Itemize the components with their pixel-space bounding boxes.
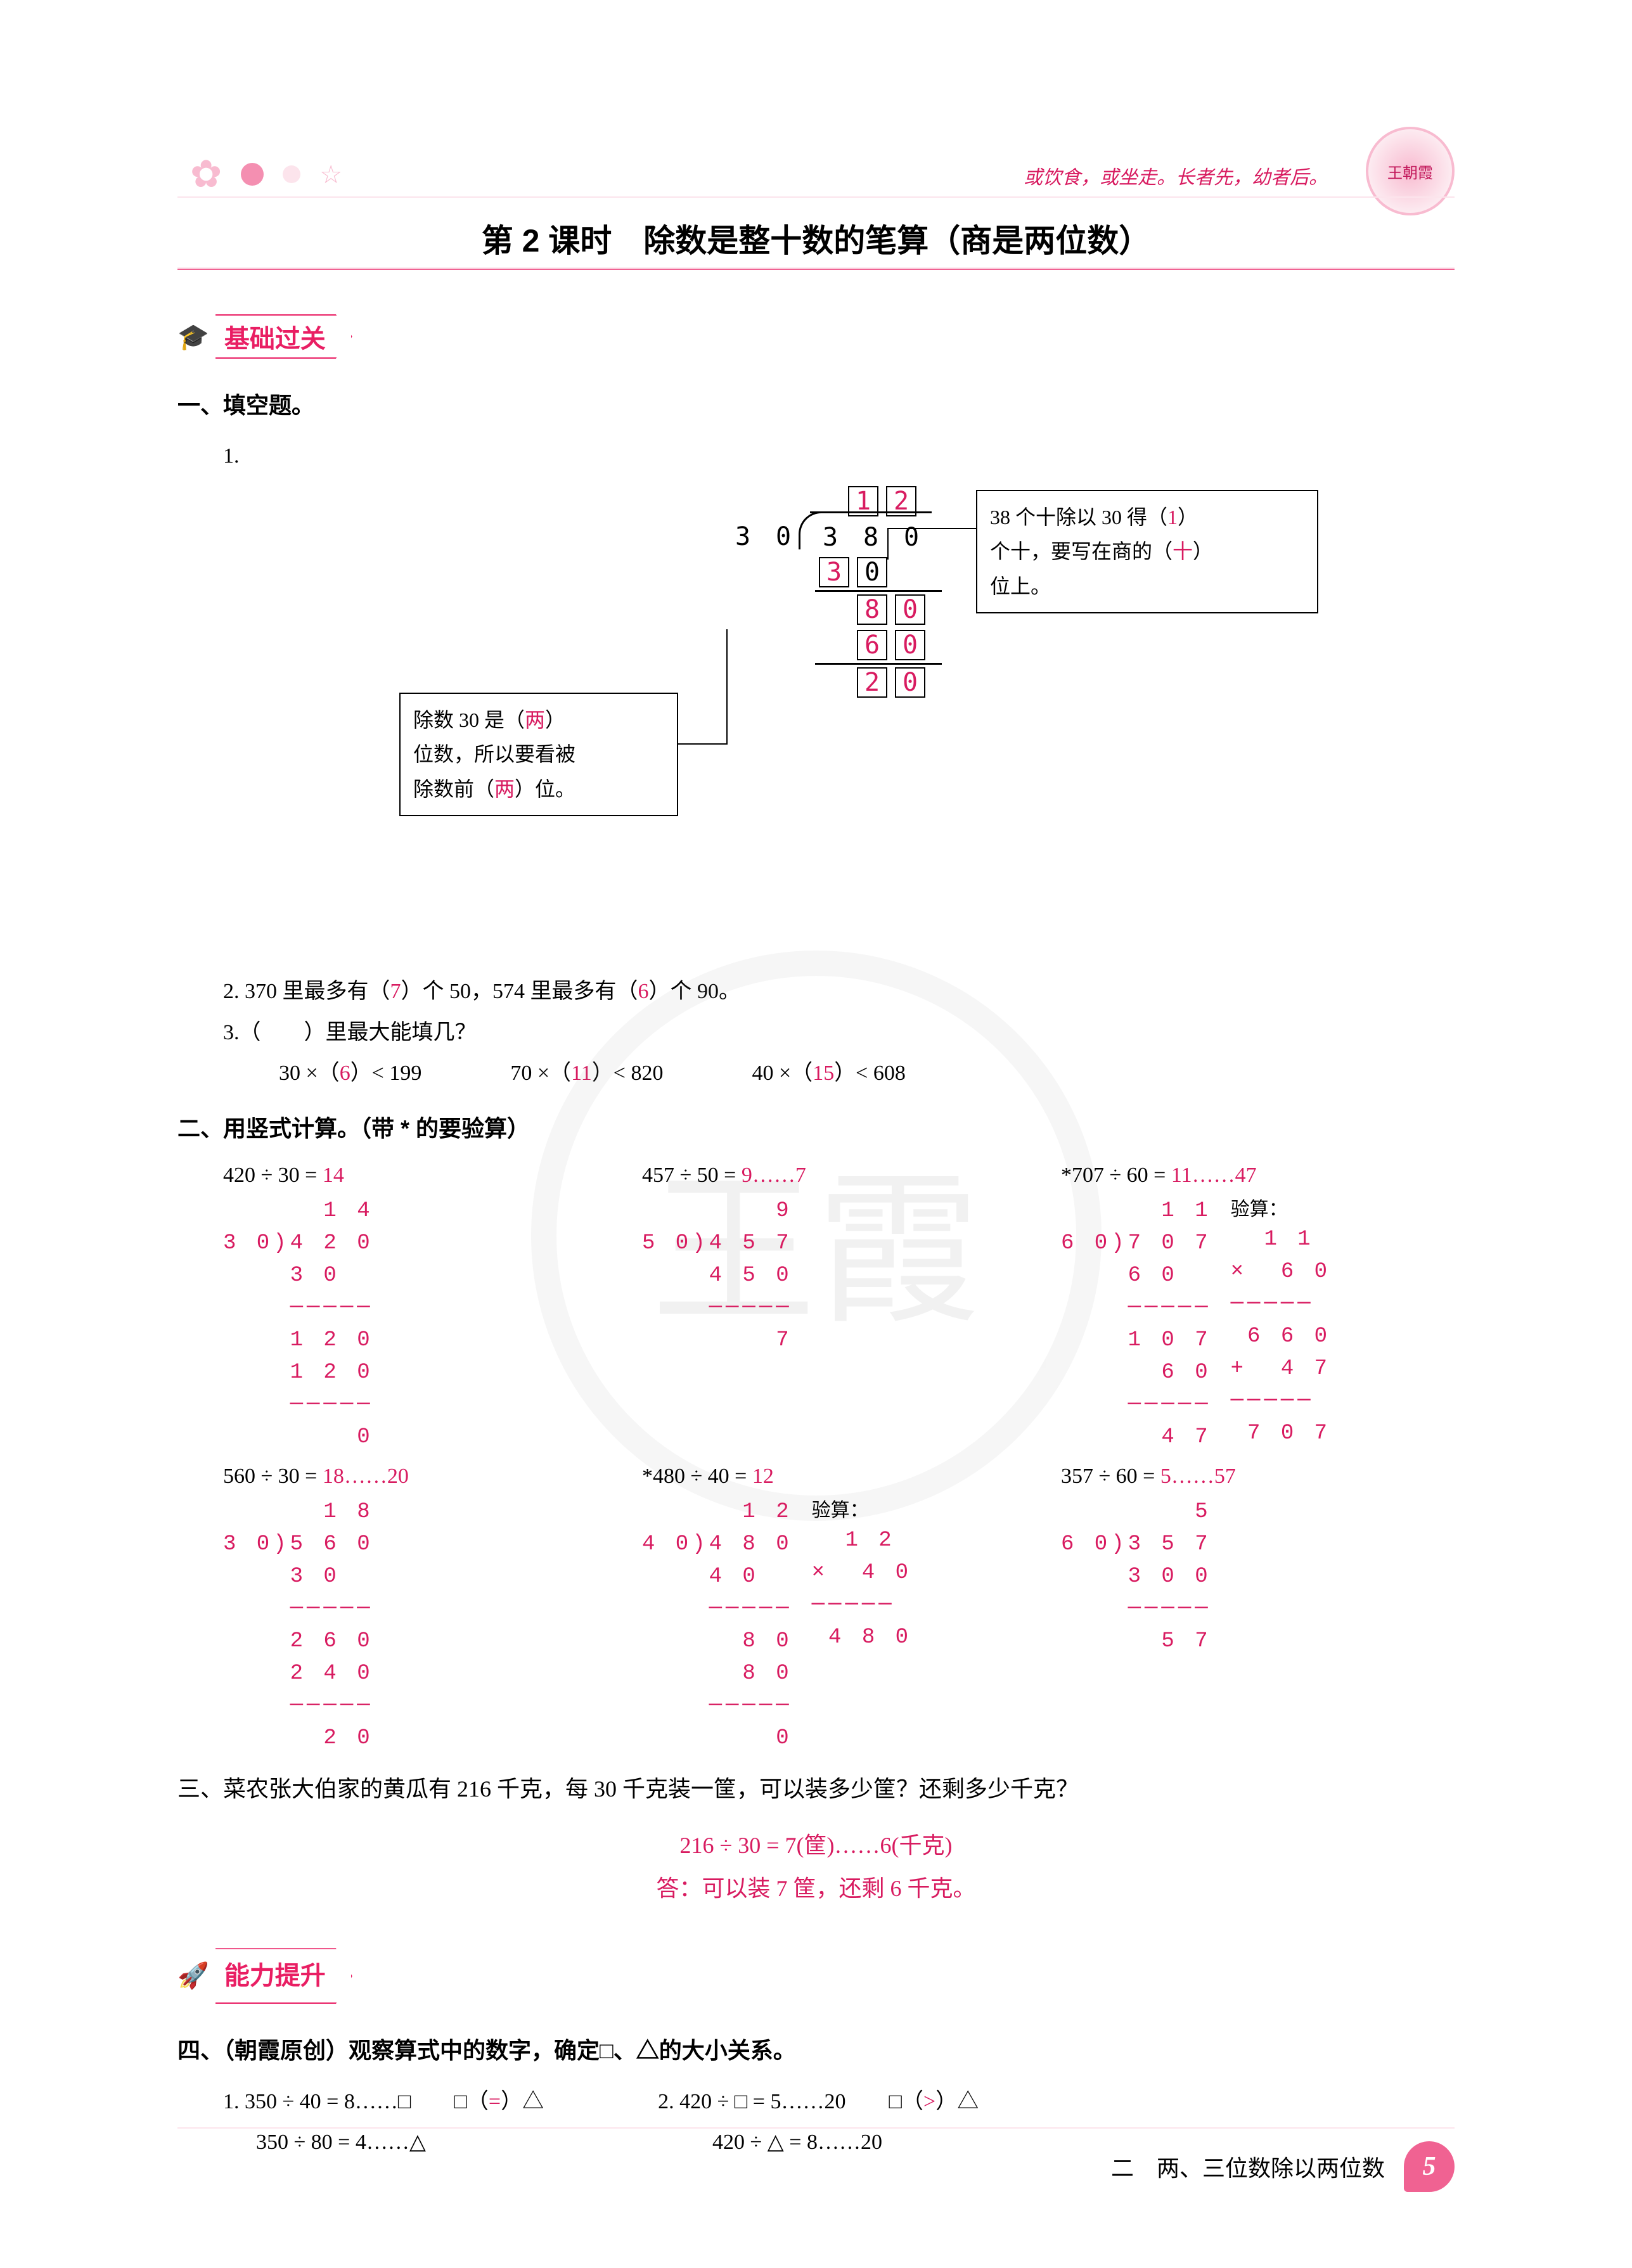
dot-icon xyxy=(283,165,300,183)
long-division-work: 9 5 0)4 5 7 4 5 0 ───── 7 xyxy=(642,1195,1036,1357)
brand-seal-icon: 王朝霞 xyxy=(1366,127,1455,215)
q4-2b: 420 ÷ △ = 8……20 xyxy=(712,2122,882,2163)
divisor-digit: 0 xyxy=(763,513,804,561)
graduation-cap-icon: 🎓 xyxy=(177,322,209,352)
long-division-work: 1 8 3 0)5 6 0 3 0 ───── 2 6 0 2 4 0 ────… xyxy=(223,1496,617,1755)
header-rule xyxy=(177,196,1455,198)
arrow-line xyxy=(678,743,726,745)
q1-number: 1. xyxy=(223,436,1455,477)
rocket-icon: 🚀 xyxy=(177,1952,209,2000)
heading-3: 三、菜农张大伯家的黄瓜有 216 千克，每 30 千克装一筐，可以装多少筐？还剩… xyxy=(177,1767,1455,1810)
q4-row1: 1. 350 ÷ 40 = 8……□ □（=）△ 2. 420 ÷ □ = 5…… xyxy=(223,2082,1455,2123)
check-work: 1 1 × 6 0 ───── 6 6 0 + 4 7 ───── 7 0 7 xyxy=(1231,1224,1331,1450)
calc-cell: 420 ÷ 30 = 14 1 4 3 0)4 2 0 3 0 ───── 1 … xyxy=(223,1159,617,1454)
long-division-work: 1 2 4 0)4 8 0 4 0 ───── 8 0 8 0 ───── 0 xyxy=(642,1496,793,1755)
long-division-figure: 38 个十除以 30 得（1） 个十，要写在商的（十） 位上。 除数 30 是（… xyxy=(177,484,1455,965)
q3-stem: 3.（ ）里最大能填几？ xyxy=(223,1013,1455,1054)
long-division-work: 5 6 0)3 5 7 3 0 0 ───── 5 7 xyxy=(1061,1496,1455,1658)
dividend-digit: 8 xyxy=(851,513,891,561)
q3-2: 70 ×（11）< 820 xyxy=(510,1053,663,1094)
footer-rule xyxy=(177,2127,1455,2129)
check-label: 验算： xyxy=(1231,1195,1331,1224)
dot-icon xyxy=(241,163,264,186)
page-footer: 二 两、三位数除以两位数 5 xyxy=(1111,2141,1455,2192)
calc-cell: *480 ÷ 40 = 12 1 2 4 0)4 8 0 4 0 ───── 8… xyxy=(642,1460,1036,1755)
long-division-work: 1 4 3 0)4 2 0 3 0 ───── 1 2 0 1 2 0 ────… xyxy=(223,1195,617,1454)
cartoon-icon: ✿ xyxy=(190,152,222,196)
calc-cell: *707 ÷ 60 = 11……47 1 1 6 0)7 0 7 6 0 ───… xyxy=(1061,1159,1455,1454)
heading-4: 四、（朝霞原创）观察算式中的数字，确定□、△的大小关系。 xyxy=(177,2029,1455,2072)
section-label: 能力提升 xyxy=(215,1948,352,2004)
work-box: 6 xyxy=(857,630,887,660)
long-division-work: 1 1 6 0)7 0 7 6 0 ───── 1 0 7 6 0 ───── … xyxy=(1061,1195,1212,1454)
q4-1a: 1. 350 ÷ 40 = 8……□ □（=）△ xyxy=(223,2082,544,2123)
work-box: 0 xyxy=(895,667,925,698)
calc-cell: 457 ÷ 50 = 9……7 9 5 0)4 5 7 4 5 0 ───── … xyxy=(642,1159,1036,1454)
q2: 2. 370 里最多有（7）个 50，574 里最多有（6）个 90。 xyxy=(223,971,1455,1013)
q4-1b: 350 ÷ 80 = 4……△ xyxy=(256,2122,598,2163)
star-icon: ☆ xyxy=(319,160,342,189)
check-label: 验算： xyxy=(812,1496,912,1525)
section-tag-ability: 🚀 能力提升 xyxy=(177,1948,352,2004)
work-box: 0 xyxy=(895,594,925,625)
long-division: 1 2 3 0 3 8 0 3 0 8 xyxy=(723,484,942,700)
footer-chapter: 二 两、三位数除以两位数 xyxy=(1111,2150,1385,2183)
work-box: 2 xyxy=(857,667,887,698)
divisor-digit: 3 xyxy=(723,513,763,561)
header-decoration-left: ✿ ☆ xyxy=(190,152,342,196)
page-number-badge: 5 xyxy=(1404,2141,1455,2192)
callout-left: 除数 30 是（两） 位数，所以要看被 除数前（两）位。 xyxy=(399,693,678,816)
q3-3: 40 ×（15）< 608 xyxy=(752,1053,906,1094)
work-box: 8 xyxy=(857,594,887,625)
dividend-digit: 0 xyxy=(891,513,932,561)
word-problem-answer: 216 ÷ 30 = 7(筐)……6(千克) 答：可以装 7 筐，还剩 6 千克… xyxy=(177,1824,1455,1911)
calc-cell: 357 ÷ 60 = 5……57 5 6 0)3 5 7 3 0 0 ─────… xyxy=(1061,1460,1455,1755)
heading-1: 一、填空题。 xyxy=(177,384,1455,427)
calc-cell: 560 ÷ 30 = 18……20 1 8 3 0)5 6 0 3 0 ────… xyxy=(223,1460,617,1755)
heading-2: 二、用竖式计算。（带 * 的要验算） xyxy=(177,1107,1455,1150)
section-tag-basics: 🎓 基础过关 xyxy=(177,314,352,359)
title-underline xyxy=(177,267,1455,270)
q3-1: 30 ×（6）< 199 xyxy=(279,1053,421,1094)
lesson-title: 第 2 课时 除数是整十数的笔算（商是两位数） xyxy=(177,215,1455,261)
q4-2a: 2. 420 ÷ □ = 5……20 □（>）△ xyxy=(658,2082,979,2123)
q3-row: 30 ×（6）< 199 70 ×（11）< 820 40 ×（15）< 608 xyxy=(279,1053,1455,1094)
calc-grid: 420 ÷ 30 = 14 1 4 3 0)4 2 0 3 0 ───── 1 … xyxy=(223,1159,1455,1755)
callout-right: 38 个十除以 30 得（1） 个十，要写在商的（十） 位上。 xyxy=(976,490,1318,613)
check-work: 1 2 × 4 0 ───── 4 8 0 xyxy=(812,1525,912,1654)
header-quote: 或饮食，或坐走。长者先，幼者后。 xyxy=(1024,162,1328,189)
work-box: 0 xyxy=(895,630,925,660)
section-label: 基础过关 xyxy=(215,314,352,359)
